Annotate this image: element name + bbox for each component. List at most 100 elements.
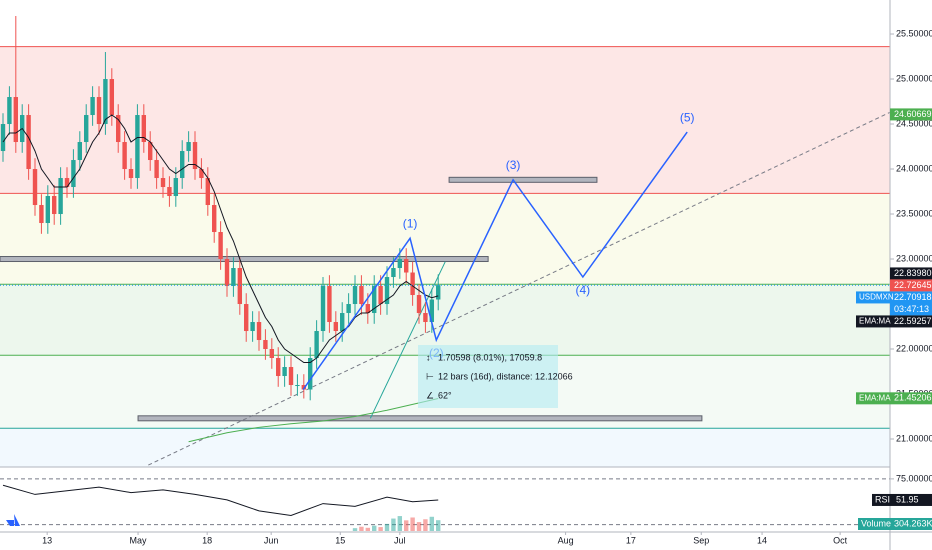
x-tick-label: 15 bbox=[335, 535, 345, 545]
y-tick-label: 25.00000 bbox=[896, 73, 932, 83]
ma-line bbox=[188, 398, 439, 443]
candle-body bbox=[77, 142, 83, 161]
y-tick-label: 25.50000 bbox=[896, 28, 932, 38]
y-tick-label: 23.00000 bbox=[896, 253, 932, 263]
wave-label: (3) bbox=[506, 158, 521, 172]
volume-bar bbox=[423, 519, 428, 531]
candle-body bbox=[340, 313, 345, 332]
candle-body bbox=[397, 259, 403, 269]
price-tag-label: 22.83980 bbox=[894, 268, 932, 278]
volume-value: 304.263K bbox=[894, 518, 932, 528]
candle-body bbox=[327, 286, 332, 323]
candle-body bbox=[26, 115, 31, 170]
volume-bar bbox=[372, 525, 377, 531]
rsi-line bbox=[2, 484, 439, 516]
candle-body bbox=[141, 115, 147, 143]
trend-line bbox=[148, 111, 891, 466]
candle-body bbox=[314, 331, 319, 359]
zone bbox=[0, 193, 890, 285]
candle-body bbox=[301, 385, 307, 390]
x-tick-label: 13 bbox=[42, 535, 52, 545]
volume-bar bbox=[378, 527, 383, 531]
candle-body bbox=[71, 160, 76, 188]
price-tag-label: 21.45206 bbox=[894, 393, 932, 403]
volume-bar bbox=[436, 520, 441, 531]
candle-body bbox=[84, 115, 89, 143]
measure-bars: 12 bars (16d), distance: 12.12066 bbox=[438, 371, 573, 381]
candle-body bbox=[199, 169, 204, 179]
wave-label: (5) bbox=[680, 110, 695, 124]
candle-body bbox=[372, 286, 377, 314]
y-tick-label: 24.00000 bbox=[896, 163, 932, 173]
rsi-tick-label: 75.00000 bbox=[896, 473, 932, 483]
candle-body bbox=[0, 124, 6, 152]
candle-body bbox=[346, 304, 351, 314]
volume-bar bbox=[397, 516, 403, 531]
candle-body bbox=[410, 272, 415, 296]
rsi-value: 51.95 bbox=[896, 494, 919, 504]
candle-body bbox=[39, 205, 44, 224]
measure-icon: ↕ bbox=[426, 352, 431, 362]
wave-label: (4) bbox=[576, 283, 591, 297]
price-tag bbox=[890, 392, 932, 405]
price-tag-label: 22.59257 bbox=[894, 316, 932, 326]
volume-bar bbox=[365, 527, 371, 531]
candle-body bbox=[218, 232, 223, 260]
candle-body bbox=[436, 285, 441, 300]
price-tag-label: 24.60669 bbox=[894, 109, 932, 119]
candle-body bbox=[96, 97, 102, 125]
candle-body bbox=[263, 340, 268, 350]
candle-body bbox=[308, 358, 313, 390]
candle-body bbox=[250, 322, 255, 332]
volume-tag bbox=[858, 518, 932, 530]
x-tick-label: Jul bbox=[394, 535, 406, 545]
y-tick-label: 22.00000 bbox=[896, 343, 932, 353]
measure-angle: 62° bbox=[438, 390, 452, 400]
x-tick-label: 18 bbox=[202, 535, 212, 545]
candle-body bbox=[423, 313, 428, 323]
candle-body bbox=[384, 277, 390, 305]
candle-body bbox=[52, 196, 57, 215]
y-tick-label: 24.50000 bbox=[896, 118, 932, 128]
price-tag bbox=[890, 267, 932, 280]
tag-name: USDMXN bbox=[859, 293, 894, 302]
candle-body bbox=[212, 205, 217, 233]
x-tick-label: 14 bbox=[757, 535, 767, 545]
candle-body bbox=[244, 304, 249, 332]
price-tag bbox=[890, 108, 932, 121]
candle-body bbox=[148, 142, 153, 161]
x-tick-label: Jun bbox=[264, 535, 279, 545]
tag-name-box bbox=[856, 291, 890, 304]
x-tick-label: Oct bbox=[833, 535, 848, 545]
candle-body bbox=[429, 299, 435, 323]
candle-body bbox=[365, 304, 371, 314]
x-tick-label: May bbox=[130, 535, 148, 545]
candle-body bbox=[103, 79, 108, 125]
countdown: 03:47:13 bbox=[894, 304, 929, 314]
y-tick-label: 23.50000 bbox=[896, 208, 932, 218]
price-tag bbox=[890, 279, 932, 292]
candle-body bbox=[173, 178, 179, 197]
volume-bar bbox=[384, 523, 390, 531]
level-box bbox=[448, 176, 598, 183]
tag-name: EMA:MA bbox=[859, 393, 891, 402]
candle-body bbox=[333, 322, 339, 332]
level-box bbox=[0, 256, 489, 263]
logo[interactable] bbox=[6, 514, 20, 526]
wave-label: (1) bbox=[403, 216, 418, 230]
volume-bar bbox=[352, 528, 358, 531]
tag-name-box bbox=[856, 315, 890, 328]
price-tag-label: 22.72645 bbox=[894, 280, 932, 290]
x-tick-label: Sep bbox=[693, 535, 709, 545]
candle-body bbox=[180, 151, 185, 179]
measure-icon: ∠ bbox=[426, 390, 434, 400]
zone bbox=[0, 428, 890, 467]
volume-bar bbox=[404, 520, 409, 531]
tag-name-box bbox=[856, 392, 890, 405]
candle-body bbox=[32, 169, 38, 206]
measure-icon: ⊢ bbox=[426, 371, 434, 381]
candle-body bbox=[167, 187, 172, 197]
candle-body bbox=[352, 286, 358, 305]
